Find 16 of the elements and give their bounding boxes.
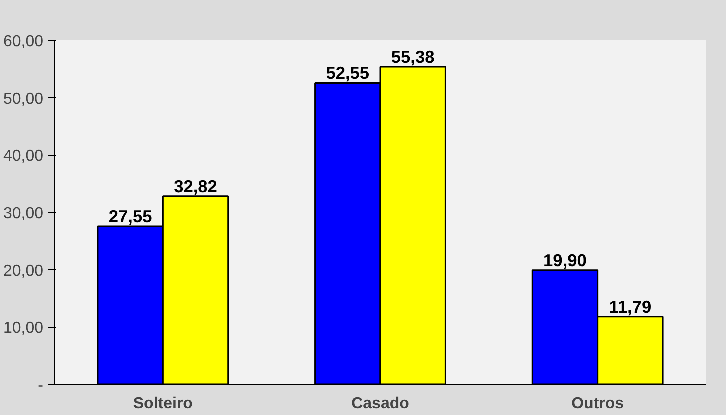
x-tick-label: Solteiro — [133, 396, 194, 412]
y-tick-label: 60,00 — [3, 34, 44, 50]
data-label: 32,82 — [174, 176, 218, 196]
y-tick-label: 50,00 — [3, 90, 44, 108]
data-label: 52,55 — [326, 63, 370, 84]
y-tick-label: 30,00 — [3, 206, 44, 222]
y-tick-label: 20,00 — [3, 262, 44, 280]
x-tick-label: Casado — [352, 396, 410, 412]
data-label: 19,90 — [544, 250, 587, 270]
data-label: 27,55 — [108, 206, 153, 227]
x-tick-label: Outros — [572, 396, 624, 412]
data-label: 11,79 — [609, 296, 652, 317]
data-label: 55,38 — [391, 46, 436, 67]
y-tick-label: 10,00 — [3, 320, 44, 338]
y-tick-label: 40,00 — [3, 148, 44, 166]
y-tick-label: - — [38, 378, 44, 394]
